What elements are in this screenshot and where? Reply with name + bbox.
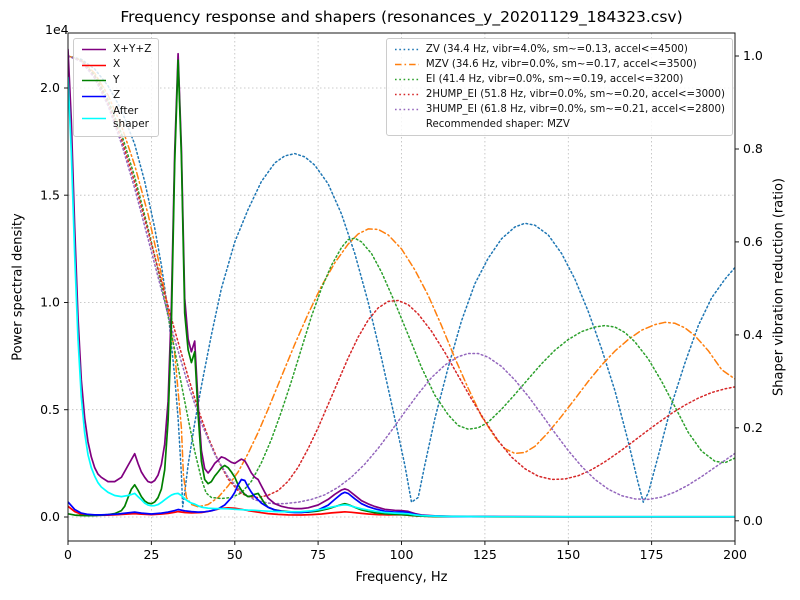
series-3hump-ei [68, 55, 735, 505]
chart-title: Frequency response and shapers (resonanc… [120, 8, 683, 26]
x-tick-label: 125 [473, 547, 497, 562]
legend-item: X+Y+Z [81, 43, 151, 56]
legend-line-sample [394, 78, 419, 81]
y-left-tick-label: 2.0 [40, 80, 60, 95]
legend-label: X [113, 58, 121, 71]
y-right-tick-label: 0.2 [743, 420, 763, 435]
legend-item: After shaper [81, 105, 151, 132]
x-tick-label: 200 [723, 547, 747, 562]
legend-label: X+Y+Z [113, 43, 152, 55]
legend-shapers: ZV (34.4 Hz, vibr=4.0%, sm~=0.13, accel<… [385, 38, 733, 137]
x-tick-label: 150 [556, 547, 580, 562]
legend-item: Y [81, 74, 151, 87]
legend-item: EI (41.4 Hz, vibr=0.0%, sm~=0.19, accel<… [394, 73, 725, 86]
y-axis-label-right: Shaper vibration reduction (ratio) [771, 178, 787, 396]
legend-item: 2HUMP_EI (51.8 Hz, vibr=0.0%, sm~=0.20, … [394, 88, 725, 101]
legend-label: Z [113, 89, 121, 102]
y-right-tick-label: 0.8 [743, 141, 763, 156]
legend-sample-spacer [394, 119, 420, 130]
y-left-tick-label: 0.0 [40, 509, 60, 524]
y-right-tick-label: 0.4 [743, 327, 763, 342]
legend-label: EI (41.4 Hz, vibr=0.0%, sm~=0.19, accel<… [425, 74, 684, 86]
legend-item: Recommended shaper: MZV [394, 118, 725, 131]
series-x-y-z [68, 48, 735, 518]
legend-label: After shaper [113, 104, 150, 131]
series-z [68, 478, 735, 518]
legend-label: ZV (34.4 Hz, vibr=4.0%, sm~=0.13, accel<… [425, 44, 688, 55]
legend-line-sample [82, 117, 106, 119]
tick-labels: 0 25 50 75 100 125 150 175 200 0.0 0.5 1.0 1.5 2.0 0.0… [40, 48, 763, 562]
y-right-tick-label: 0.6 [743, 234, 763, 249]
legend-line-sample [82, 48, 106, 51]
legend-line-sample [82, 95, 106, 97]
series-ei [68, 55, 735, 500]
axis-offset-label: 1e4 [45, 22, 69, 37]
legend-label: 2HUMP_EI (51.8 Hz, vibr=0.0%, sm~=0.20, … [425, 89, 725, 101]
series-mzv [68, 55, 735, 508]
legend-label: 3HUMP_EI (61.8 Hz, vibr=0.0%, sm~=0.21, … [425, 104, 725, 116]
legend-line-sample [394, 48, 419, 51]
legend-label: Y [113, 73, 120, 86]
legend-label: Recommended shaper: MZV [425, 119, 570, 131]
y-axis-label-left: Power spectral density [10, 213, 26, 361]
series-after-shaper [68, 76, 735, 518]
x-tick-label: 50 [227, 547, 243, 562]
y-left-tick-label: 1.5 [40, 187, 60, 202]
x-tick-label: 25 [143, 547, 159, 562]
legend-item: Z [81, 89, 151, 102]
y-right-tick-label: 0.0 [743, 513, 763, 528]
series-2hump-ei [68, 55, 735, 499]
legend-line-sample [394, 93, 419, 96]
series-y [68, 59, 735, 518]
legend-line-sample [394, 108, 419, 111]
legend-label: MZV (34.6 Hz, vibr=0.0%, sm~=0.17, accel… [425, 59, 697, 71]
legend-item: MZV (34.6 Hz, vibr=0.0%, sm~=0.17, accel… [394, 58, 725, 71]
legend-line-sample [394, 63, 419, 66]
x-tick-label: 175 [640, 547, 664, 562]
legend-item: ZV (34.4 Hz, vibr=4.0%, sm~=0.13, accel<… [394, 43, 725, 56]
legend-item: X [81, 58, 151, 71]
legend-line-sample [82, 64, 106, 66]
legend-line-sample [82, 79, 106, 82]
legend-item: 3HUMP_EI (61.8 Hz, vibr=0.0%, sm~=0.21, … [394, 103, 725, 116]
x-axis-label: Frequency, Hz [355, 570, 448, 585]
legend-psd: X+Y+Z X Y Z After shaper [73, 38, 160, 137]
x-tick-label: 100 [390, 547, 414, 562]
y-left-tick-label: 0.5 [40, 402, 60, 417]
x-tick-label: 0 [64, 547, 72, 562]
y-right-tick-label: 1.0 [743, 48, 763, 63]
x-tick-label: 75 [310, 547, 326, 562]
y-left-tick-label: 1.0 [40, 295, 60, 310]
